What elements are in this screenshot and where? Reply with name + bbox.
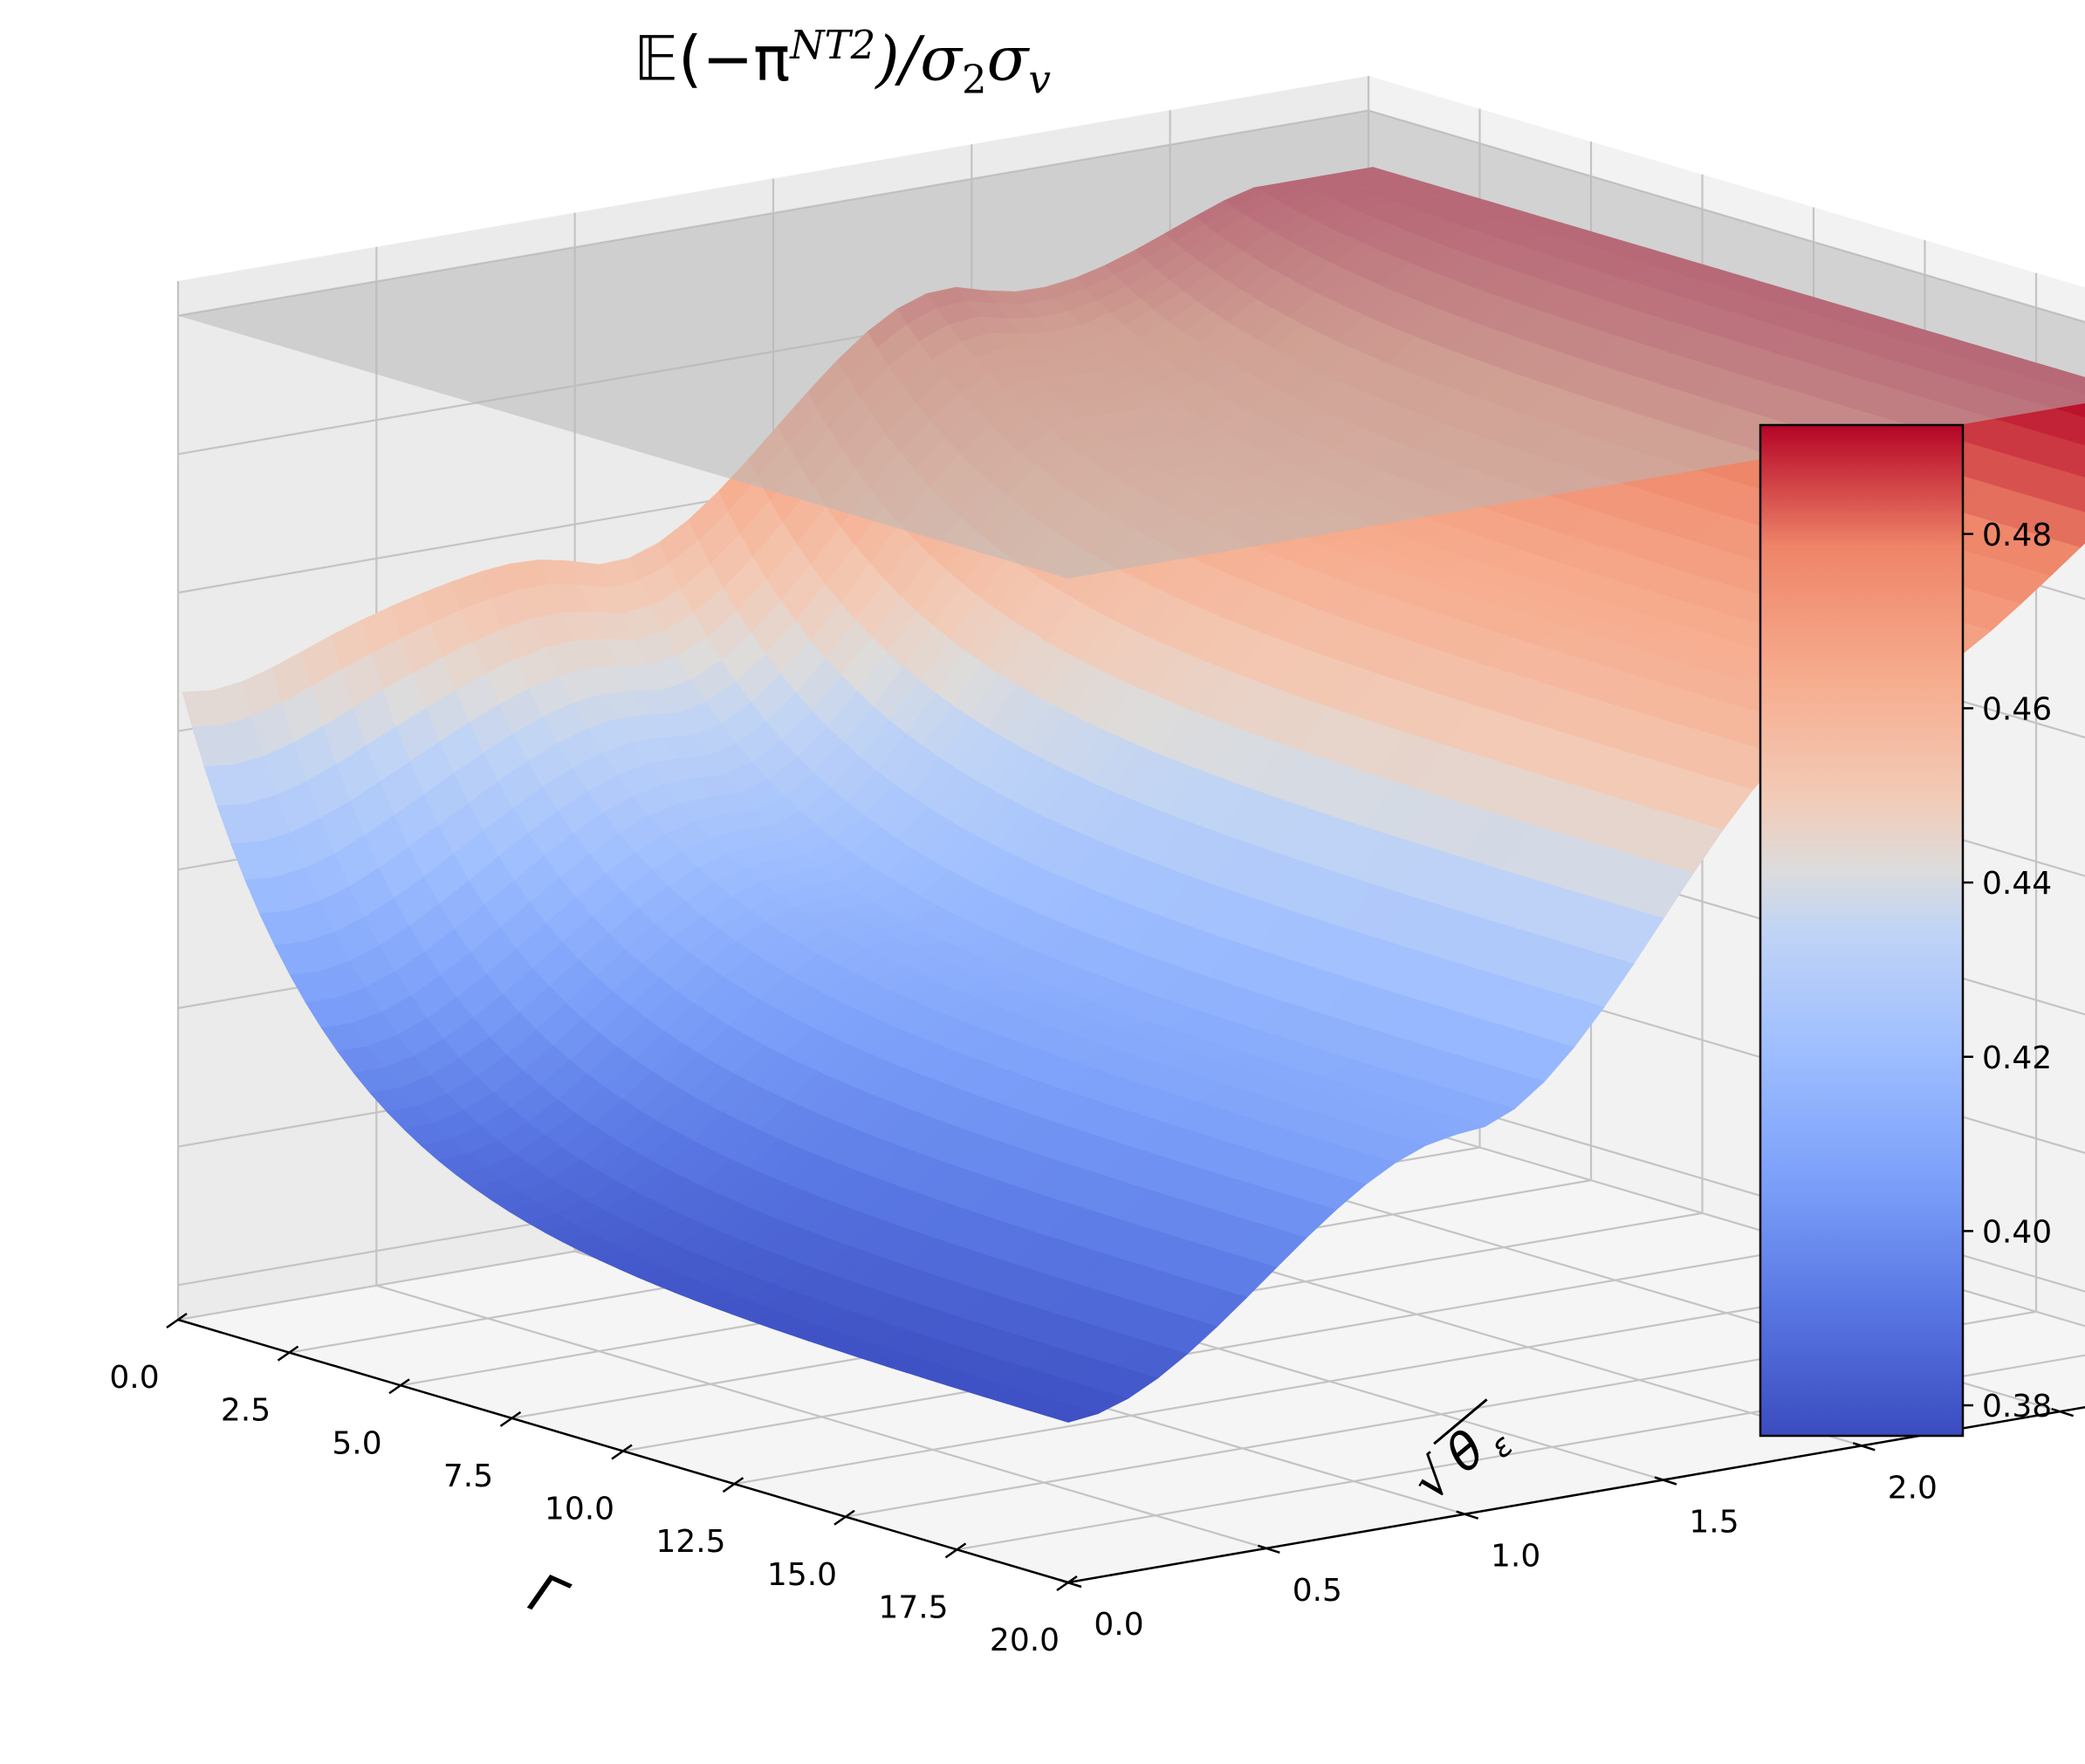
surface-patch xyxy=(2076,411,2085,419)
x-tick-label: 10.0 xyxy=(545,1492,614,1527)
y-tick-label: 0.5 xyxy=(1293,1573,1342,1609)
x-tick-mark xyxy=(944,1542,967,1559)
x-tick-mark xyxy=(499,1411,522,1427)
x-tick-label: 20.0 xyxy=(990,1623,1060,1658)
reference-plane xyxy=(178,110,2085,579)
grid-line xyxy=(376,1284,1267,1549)
x-tick-label: 17.5 xyxy=(878,1589,948,1625)
y-tick-mark xyxy=(1852,1442,1876,1452)
y-axis-ticks: 0.00.51.01.52.02.53.0 xyxy=(1059,1407,2075,1643)
y-tick-mark xyxy=(2051,1407,2075,1417)
x-tick-mark xyxy=(166,1312,188,1329)
colorbar-tick-label: 0.44 xyxy=(1982,866,2052,902)
chart-title: 𝔼(−πNT2)/σ2σv xyxy=(634,22,1051,103)
colorbar-tick-label: 0.46 xyxy=(1982,691,2052,727)
colorbar-tick-label: 0.38 xyxy=(1982,1389,2052,1424)
colorbar-tick-label: 0.48 xyxy=(1982,518,2052,553)
y-tick-mark xyxy=(1456,1510,1479,1520)
colorbar-ticks: 0.38 0.40 0.42 0.44 0.46 0.48 xyxy=(1963,518,2052,1424)
x-tick-label: 0.0 xyxy=(109,1360,159,1396)
x-tick-mark xyxy=(277,1345,299,1362)
y-tick-label: 1.5 xyxy=(1689,1505,1739,1541)
x-tick-mark xyxy=(833,1509,855,1526)
colorbar xyxy=(1759,423,1965,1438)
x-tick-label: 12.5 xyxy=(655,1524,725,1560)
y-tick-mark xyxy=(1654,1476,1677,1486)
x-axis-ticks: 0.0 2.5 5.0 7.5 10.0 12.5 15.0 17.5 20.0 xyxy=(109,1312,1078,1658)
y-tick-mark xyxy=(1257,1544,1280,1555)
grid-line xyxy=(177,109,1369,317)
y-tick-mark xyxy=(1059,1578,1082,1589)
x-tick-label: 15.0 xyxy=(767,1557,837,1593)
x-tick-mark xyxy=(722,1477,744,1493)
grid-line xyxy=(1368,109,2085,324)
colorbar-tick-label: 0.40 xyxy=(1982,1214,2052,1250)
colorbar-tick-label: 0.42 xyxy=(1982,1040,2052,1076)
plane-face xyxy=(178,110,2085,579)
y-tick-label: 1.0 xyxy=(1491,1539,1540,1575)
y-tick-label: 2.0 xyxy=(1888,1470,1938,1506)
x-tick-label: 2.5 xyxy=(221,1393,271,1429)
y-tick-label: 0.0 xyxy=(1094,1607,1143,1643)
surface-patch xyxy=(1046,1407,1100,1423)
x-tick-label: 7.5 xyxy=(443,1459,493,1494)
x-axis-label: Γ xyxy=(520,1561,577,1633)
x-tick-mark xyxy=(388,1378,410,1395)
x-tick-mark xyxy=(611,1444,633,1460)
x-tick-label: 5.0 xyxy=(332,1425,381,1461)
